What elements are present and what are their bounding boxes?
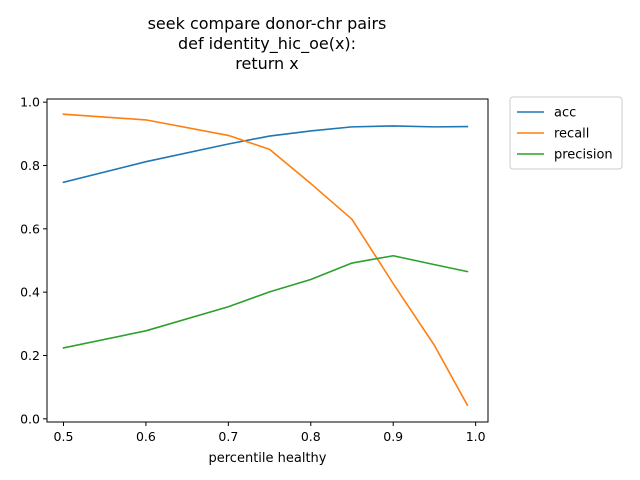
x-tick-label: 0.8 [301,429,321,444]
x-axis-label: percentile healthy [209,451,327,466]
y-tick-label: 0.4 [20,285,40,300]
x-tick-label: 0.7 [218,429,238,444]
x-tick-label: 0.6 [136,429,156,444]
legend: acc recall precision [509,96,623,170]
y-tick-label: 0.0 [20,411,40,426]
legend-label-acc: acc [554,106,576,121]
x-tick-label: 1.0 [466,429,486,444]
series-line-recall [62,113,469,407]
title-line-3: return x [235,54,298,73]
series-lines [62,113,469,407]
plot-frame [46,98,489,423]
title-line-1: seek compare donor-chr pairs [148,14,387,33]
x-axis-ticks: 0.5 0.6 0.7 0.8 0.9 1.0 [54,422,486,444]
y-tick-label: 0.6 [20,221,40,236]
title-line-2: def identity_hic_oe(x): [178,34,356,54]
series-line-acc [62,125,469,184]
legend-box [509,96,623,170]
y-axis-ticks: 0.0 0.2 0.4 0.6 0.8 1.0 [20,95,47,426]
y-tick-label: 0.8 [20,158,40,173]
legend-label-recall: recall [554,127,589,142]
legend-label-precision: precision [554,148,613,163]
y-tick-label: 1.0 [20,95,40,110]
x-tick-label: 0.5 [54,429,74,444]
y-tick-label: 0.2 [20,348,40,363]
series-line-precision [62,254,469,349]
x-tick-label: 0.9 [383,429,403,444]
